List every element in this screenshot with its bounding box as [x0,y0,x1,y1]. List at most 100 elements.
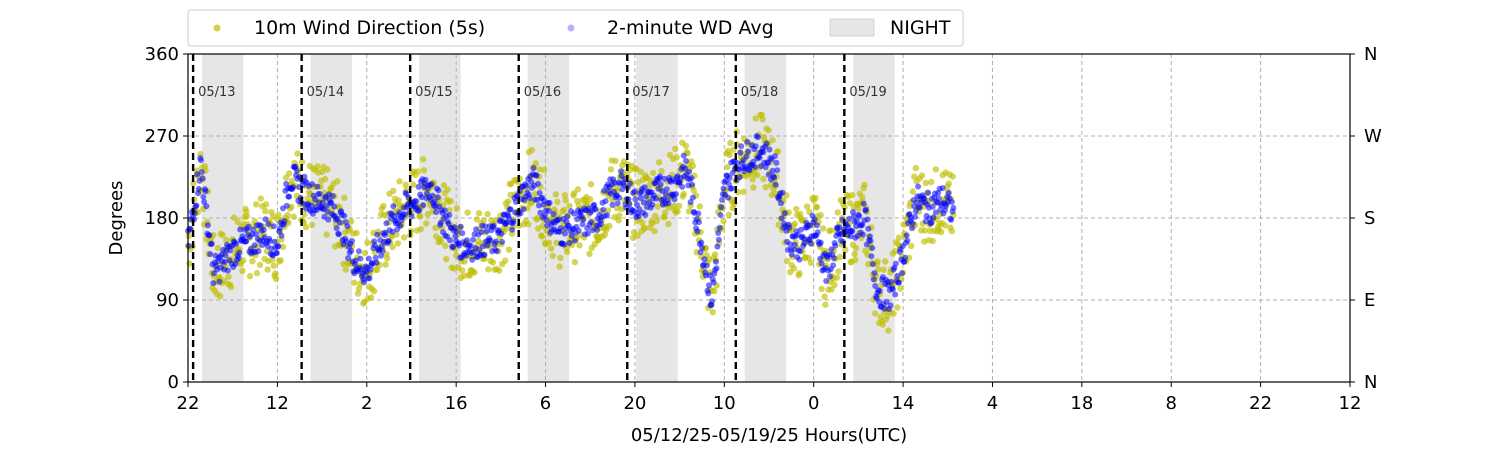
wind-avg-point-169 [314,183,321,190]
y-axis-title: Degrees [106,181,127,256]
wind-5s-point-336 [442,242,449,250]
wind-avg-point-635 [671,196,678,203]
wind-avg-point-768 [773,159,780,166]
wind-avg-point-472 [546,199,553,206]
x-tick-label-8: 14 [892,393,915,414]
wind-5s-point-821 [813,204,821,211]
x-tick-label-1: 12 [266,393,289,414]
wind-avg-point-126 [281,218,288,225]
wind-avg-point-896 [871,270,878,277]
x-tick-label-11: 8 [1166,393,1177,414]
wind-5s-point-204 [341,194,348,201]
wind-5s-point-220 [353,229,360,237]
wind-avg-point-172 [316,190,323,197]
x-tick-label-6: 10 [713,393,736,414]
wind-5s-point-114 [272,270,279,277]
wind-5s-point-486 [557,254,564,262]
wind-5s-point-750 [759,116,766,123]
wind-5s-point-138 [290,213,297,220]
wind-5s-point-39 [214,244,222,252]
wind-avg-point-132 [286,193,293,200]
wind-5s-point-480 [552,191,559,198]
wind-avg-point-346 [450,244,457,251]
wind-avg-point-269 [391,213,398,220]
wind-5s-point-650 [682,142,690,150]
wind-avg-point-674 [701,256,708,263]
wind-avg-point-586 [634,201,640,208]
wind-avg-point-788 [788,251,795,258]
wind-avg-point-484 [555,216,562,223]
wind-5s-point-548 [604,207,612,214]
day-boundary-label-6: 05/19 [849,85,886,100]
wind-avg-point-647 [680,152,687,159]
wind-avg-point-403 [493,248,500,255]
wind-5s-point-907 [879,321,887,328]
day-boundary-label-5: 05/18 [741,85,778,100]
wind-avg-point-162 [309,181,316,188]
wind-avg-point-863 [846,215,853,222]
legend-marker-5s [213,24,221,32]
wind-5s-point-725 [740,188,747,195]
wind-avg-point-694 [716,224,723,231]
wind-avg-point-766 [771,153,778,160]
wind-5s-point-552 [607,166,615,173]
wind-avg-point-76 [243,238,250,245]
wind-5s-point-910 [882,258,889,265]
wind-avg-point-658 [689,181,696,188]
wind-5s-point-525 [587,196,594,203]
wind-avg-point-885 [863,206,869,213]
wind-avg-point-622 [661,175,668,182]
wind-avg-point-545 [602,198,609,205]
wind-avg-point-800 [797,226,804,233]
wind-5s-point-275 [395,197,402,204]
wind-5s-point-365 [464,209,471,216]
wind-avg-point-798 [796,256,803,263]
wind-avg-point-486 [557,225,564,232]
wind-avg-point-755 [763,140,770,147]
wind-avg-point-692 [715,230,722,236]
wind-avg-point-116 [273,249,280,256]
wind-5s-point-89 [253,201,260,208]
wind-avg-point-679 [705,290,712,297]
wind-5s-point-659 [689,162,697,169]
wind-5s-point-391 [484,210,491,218]
wind-avg-point-821 [814,222,820,229]
wind-5s-point-636 [672,145,679,152]
wind-5s-point-182 [324,166,331,173]
wind-5s-point-962 [921,227,929,234]
wind-avg-point-909 [881,305,888,312]
wind-5s-point-587 [634,232,641,239]
wind-avg-point-892 [868,253,875,260]
wind-5s-point-944 [908,242,915,250]
legend-label-avg: 2-minute WD Avg [607,17,774,39]
wind-5s-point-380 [475,210,483,217]
wind-5s-point-563 [616,212,623,219]
wind-avg-point-867 [849,228,856,235]
wind-avg-point-932 [899,270,906,277]
wind-avg-point-387 [481,251,488,258]
wind-avg-point-697 [719,197,725,203]
wind-avg-point-298 [413,198,420,205]
wind-5s-point-101 [262,207,269,215]
wind-5s-point-84 [249,258,256,265]
wind-5s-point-871 [852,256,859,264]
wind-5s-point-217 [351,279,358,286]
wind-avg-point-997 [948,199,955,205]
wind-5s-point-623 [662,209,669,216]
wind-avg-point-87 [251,242,258,249]
wind-5s-point-374 [471,269,478,276]
wind-avg-point-376 [473,226,480,233]
wind-avg-point-423 [509,226,516,233]
wind-5s-point-771 [775,221,782,229]
wind-5s-point-639 [674,208,681,215]
wind-5s-point-454 [532,160,539,167]
day-boundary-label-4: 05/17 [632,85,669,100]
wind-avg-point-554 [609,202,616,208]
wind-5s-point-351 [453,205,461,212]
wind-avg-point-252 [378,252,385,259]
wind-5s-point-274 [394,240,402,247]
wind-5s-point-41 [216,274,223,281]
wind-avg-point-516 [580,216,587,223]
wind-avg-point-707 [726,175,733,181]
wind-5s-point-2 [186,260,193,267]
